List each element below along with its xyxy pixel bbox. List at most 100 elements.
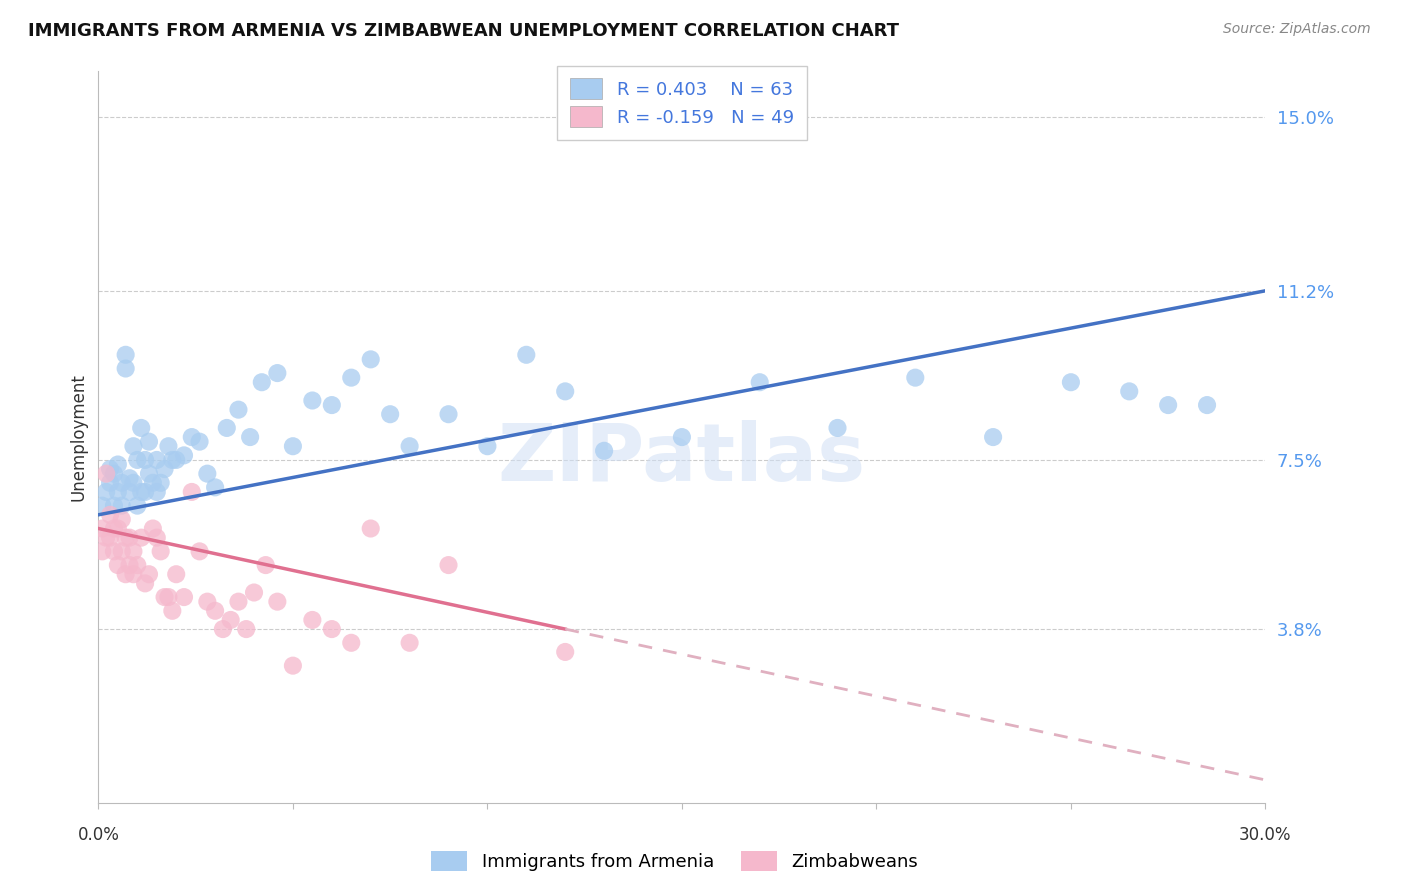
Point bbox=[340, 636, 363, 650]
Point bbox=[142, 475, 165, 490]
Point bbox=[142, 521, 165, 535]
Point bbox=[146, 453, 169, 467]
Point bbox=[111, 544, 134, 558]
Point bbox=[281, 439, 304, 453]
Point bbox=[321, 622, 343, 636]
Point bbox=[122, 475, 145, 490]
Point bbox=[103, 521, 125, 535]
Point bbox=[165, 567, 187, 582]
Point bbox=[195, 467, 218, 481]
Point bbox=[98, 508, 121, 522]
Point bbox=[228, 402, 250, 417]
Point bbox=[266, 595, 288, 609]
Point bbox=[122, 567, 145, 582]
Point bbox=[91, 521, 114, 535]
Point bbox=[146, 531, 169, 545]
Point bbox=[103, 499, 125, 513]
Point bbox=[188, 544, 211, 558]
Point bbox=[593, 443, 616, 458]
Point bbox=[134, 576, 156, 591]
Point bbox=[254, 558, 277, 573]
Point bbox=[515, 348, 537, 362]
Point bbox=[398, 439, 420, 453]
Point bbox=[180, 430, 202, 444]
Point bbox=[228, 595, 250, 609]
Point bbox=[301, 613, 323, 627]
Point bbox=[107, 485, 129, 500]
Point bbox=[554, 384, 576, 399]
Point bbox=[122, 544, 145, 558]
Point bbox=[671, 430, 693, 444]
Point bbox=[219, 613, 242, 627]
Text: ZIPatlas: ZIPatlas bbox=[498, 420, 866, 498]
Point bbox=[134, 453, 156, 467]
Point bbox=[437, 558, 460, 573]
Y-axis label: Unemployment: Unemployment bbox=[69, 373, 87, 501]
Point bbox=[437, 407, 460, 421]
Point bbox=[149, 544, 172, 558]
Point bbox=[243, 585, 266, 599]
Point bbox=[239, 430, 262, 444]
Text: IMMIGRANTS FROM ARMENIA VS ZIMBABWEAN UNEMPLOYMENT CORRELATION CHART: IMMIGRANTS FROM ARMENIA VS ZIMBABWEAN UN… bbox=[28, 22, 898, 40]
Point bbox=[138, 434, 160, 449]
Point bbox=[212, 622, 235, 636]
Point bbox=[103, 467, 125, 481]
Point bbox=[96, 467, 118, 481]
Point bbox=[1060, 376, 1083, 390]
Point bbox=[301, 393, 323, 408]
Point bbox=[114, 567, 136, 582]
Point bbox=[146, 485, 169, 500]
Point bbox=[96, 485, 118, 500]
Point bbox=[129, 485, 152, 500]
Point bbox=[827, 421, 849, 435]
Point bbox=[173, 449, 195, 463]
Point bbox=[107, 458, 129, 472]
Point bbox=[107, 558, 129, 573]
Point bbox=[204, 604, 226, 618]
Point bbox=[157, 439, 180, 453]
Point bbox=[122, 439, 145, 453]
Point bbox=[360, 352, 382, 367]
Point bbox=[748, 376, 770, 390]
Point bbox=[173, 590, 195, 604]
Point bbox=[250, 376, 273, 390]
Point bbox=[134, 485, 156, 500]
Point bbox=[162, 453, 184, 467]
Text: Source: ZipAtlas.com: Source: ZipAtlas.com bbox=[1223, 22, 1371, 37]
Point bbox=[118, 531, 141, 545]
Point bbox=[114, 361, 136, 376]
Point bbox=[127, 453, 149, 467]
Point bbox=[281, 658, 304, 673]
Point bbox=[138, 467, 160, 481]
Point bbox=[153, 590, 176, 604]
Legend: Immigrants from Armenia, Zimbabweans: Immigrants from Armenia, Zimbabweans bbox=[425, 844, 925, 879]
Point bbox=[98, 475, 121, 490]
Point bbox=[149, 475, 172, 490]
Point bbox=[321, 398, 343, 412]
Point bbox=[153, 462, 176, 476]
Point bbox=[266, 366, 288, 380]
Point bbox=[98, 531, 121, 545]
Point bbox=[157, 590, 180, 604]
Point bbox=[91, 544, 114, 558]
Point bbox=[215, 421, 238, 435]
Point bbox=[340, 370, 363, 384]
Point bbox=[98, 462, 121, 476]
Point bbox=[380, 407, 402, 421]
Point bbox=[91, 499, 114, 513]
Point bbox=[103, 544, 125, 558]
Point bbox=[1157, 398, 1180, 412]
Point bbox=[398, 636, 420, 650]
Point bbox=[118, 485, 141, 500]
Point bbox=[360, 521, 382, 535]
Point bbox=[111, 512, 134, 526]
Point bbox=[188, 434, 211, 449]
Point bbox=[107, 521, 129, 535]
Point bbox=[118, 471, 141, 485]
Text: 30.0%: 30.0% bbox=[1239, 826, 1292, 844]
Point bbox=[127, 499, 149, 513]
Point bbox=[111, 499, 134, 513]
Point bbox=[904, 370, 927, 384]
Point bbox=[127, 558, 149, 573]
Point bbox=[477, 439, 499, 453]
